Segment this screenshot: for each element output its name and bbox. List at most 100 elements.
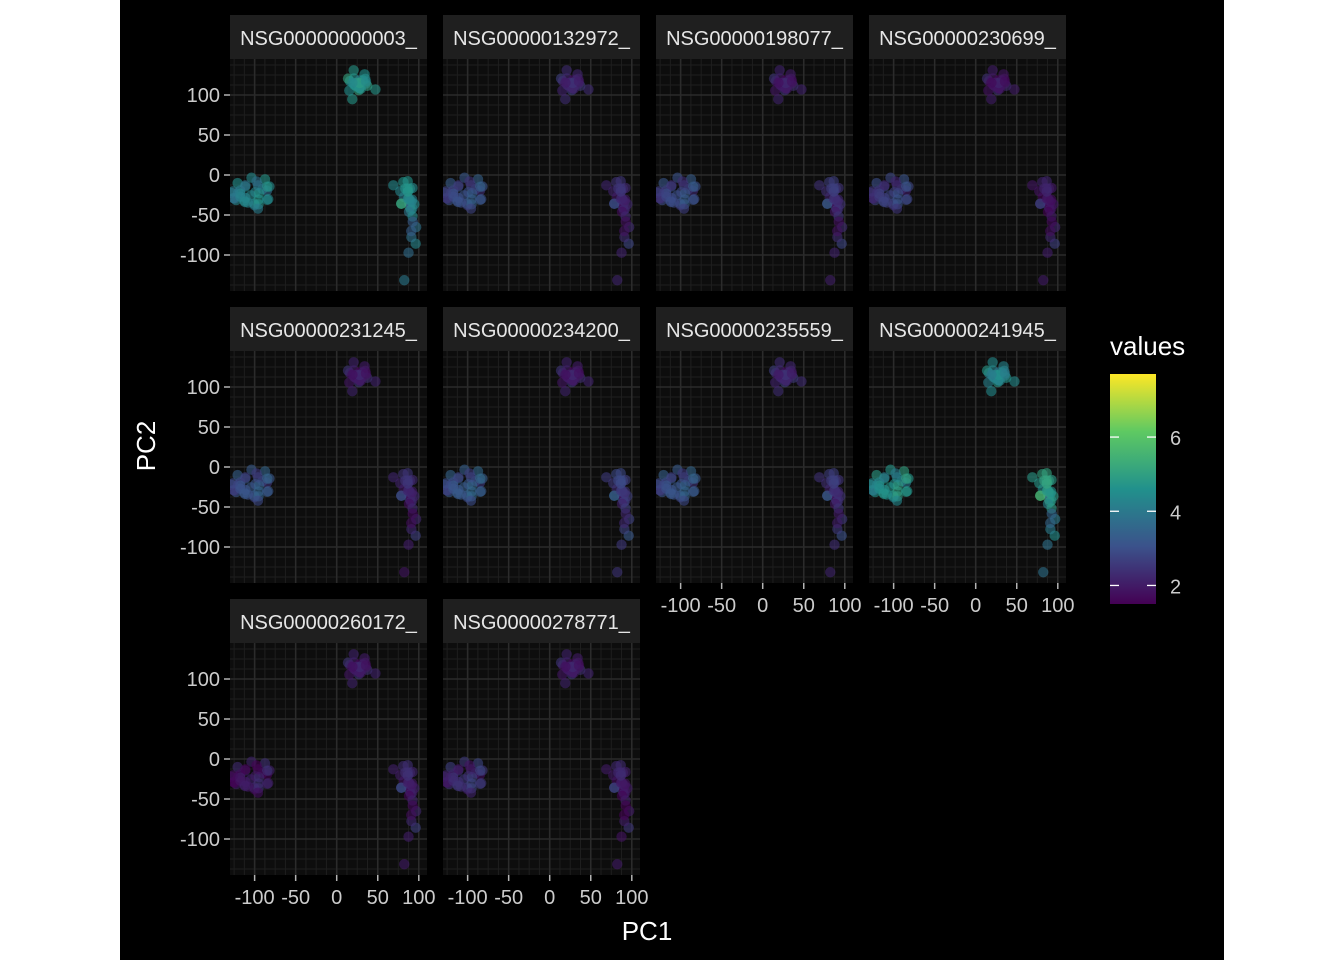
data-point	[407, 800, 418, 811]
data-point	[891, 203, 903, 214]
data-point	[656, 478, 665, 489]
data-point	[688, 473, 699, 484]
data-point	[560, 77, 571, 88]
data-point	[465, 495, 477, 506]
x-tick-label: 100	[402, 887, 435, 909]
data-point	[601, 180, 612, 191]
data-point	[613, 767, 624, 778]
data-point	[560, 385, 571, 397]
data-point	[601, 764, 612, 775]
facet-strip	[230, 15, 427, 59]
y-tick-label: 0	[209, 457, 220, 479]
data-point	[892, 188, 904, 199]
data-point	[262, 473, 273, 484]
data-point	[347, 385, 358, 397]
y-tick-label: 0	[209, 165, 220, 187]
data-point	[466, 188, 478, 199]
data-point	[400, 767, 411, 778]
facet-label: NSG00000000003_	[240, 28, 418, 50]
x-tick-label: 50	[580, 887, 602, 909]
data-point	[583, 84, 594, 95]
data-point	[869, 478, 878, 489]
legend-tick-label: 6	[1170, 428, 1181, 450]
data-point	[399, 859, 410, 870]
data-point	[344, 669, 355, 680]
data-point	[251, 176, 262, 187]
y-tick-label: 0	[209, 749, 220, 771]
facet-label: NSG00000278771_	[453, 612, 631, 634]
facet-panel: NSG00000235559_ -100 -50 0 50 100	[656, 307, 861, 617]
data-point	[466, 480, 478, 491]
data-point	[253, 772, 265, 783]
data-point	[619, 225, 630, 237]
data-point	[465, 203, 477, 214]
data-point	[601, 472, 612, 483]
data-point	[443, 478, 452, 489]
data-point	[786, 368, 798, 379]
data-point	[879, 472, 890, 483]
data-point	[833, 508, 844, 519]
data-point	[825, 275, 836, 286]
facet-label: NSG00000241945_	[879, 320, 1057, 342]
data-point	[443, 186, 452, 197]
data-point	[796, 84, 807, 95]
legend-tick-label: 4	[1170, 502, 1181, 524]
points-layer	[869, 357, 1061, 578]
data-point	[406, 517, 417, 529]
facet-strip	[443, 599, 640, 643]
data-point	[474, 194, 486, 206]
x-tick-label: -100	[661, 595, 701, 617]
data-point	[347, 77, 358, 88]
y-tick-label: 50	[198, 125, 220, 147]
data-point	[347, 677, 358, 689]
data-point	[370, 84, 381, 95]
x-tick-label: -50	[281, 887, 310, 909]
data-point	[262, 181, 273, 192]
data-point	[677, 468, 688, 479]
data-point	[239, 488, 251, 500]
data-point	[400, 475, 411, 486]
facet-strip	[869, 307, 1066, 351]
legend-tick-label: 2	[1170, 576, 1181, 598]
data-point	[452, 780, 464, 792]
data-point	[987, 65, 998, 76]
data-point	[583, 376, 594, 387]
y-tick-label: -50	[191, 789, 220, 811]
data-point	[348, 65, 359, 76]
data-point	[878, 488, 890, 500]
data-point	[370, 376, 381, 387]
data-point	[878, 196, 890, 208]
data-point	[251, 468, 262, 479]
data-point	[360, 76, 372, 87]
data-point	[240, 764, 251, 775]
data-point	[814, 180, 825, 191]
data-point	[1027, 472, 1038, 483]
data-point	[400, 183, 411, 194]
points-layer	[443, 649, 635, 870]
data-point	[814, 472, 825, 483]
data-point	[833, 216, 844, 227]
facet-strip	[443, 15, 640, 59]
legend-title: values	[1110, 331, 1185, 361]
data-point	[406, 225, 417, 237]
data-point	[407, 508, 418, 519]
points-layer	[656, 65, 848, 286]
data-point	[1038, 275, 1049, 286]
data-point	[252, 495, 264, 506]
data-point	[687, 486, 699, 498]
data-point	[1027, 180, 1038, 191]
data-point	[829, 539, 840, 550]
points-layer	[230, 357, 422, 578]
data-point	[773, 369, 784, 380]
data-point	[891, 495, 903, 506]
data-point	[348, 357, 359, 368]
data-point	[560, 93, 571, 105]
data-point	[613, 475, 624, 486]
facet-label: NSG00000260172_	[240, 612, 418, 634]
data-point	[403, 831, 414, 842]
facet-strip	[230, 307, 427, 351]
data-point	[443, 770, 452, 781]
data-point	[230, 770, 239, 781]
data-point	[453, 180, 464, 191]
data-point	[407, 216, 418, 227]
